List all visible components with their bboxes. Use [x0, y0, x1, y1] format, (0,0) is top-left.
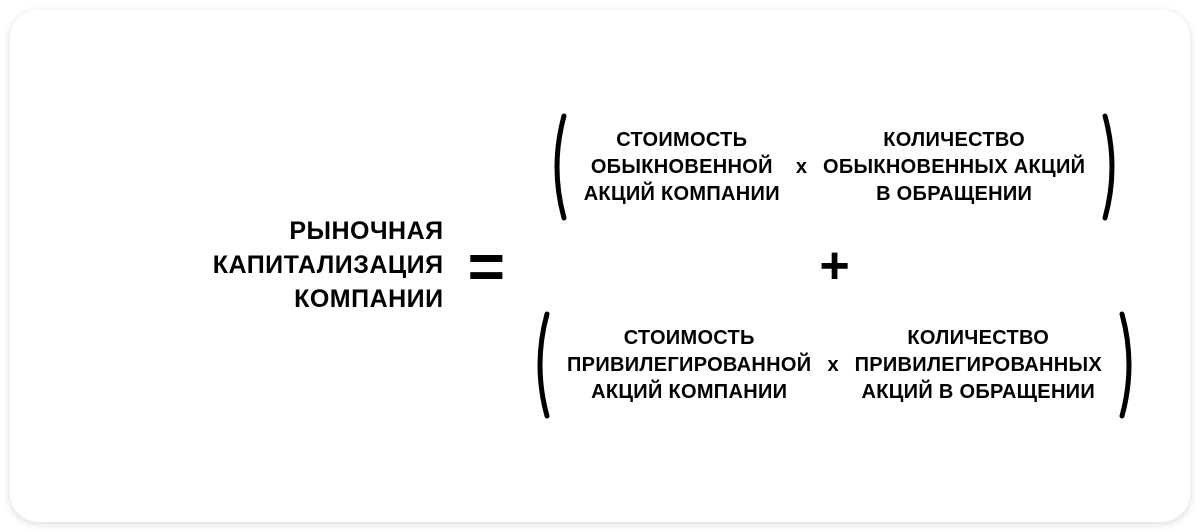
formula-card: РЫНОЧНАЯ КАПИТАЛИЗАЦИЯ КОМПАНИИ = СТОИМО… [10, 10, 1190, 522]
left-paren-icon [529, 310, 551, 420]
multiply-sign-1: x [796, 156, 807, 179]
equals-sign: = [468, 234, 505, 298]
term-common-count: КОЛИЧЕСТВО ОБЫКНОВЕННЫХ АКЦИЙ В ОБРАЩЕНИ… [823, 127, 1085, 208]
term-preferred-count: КОЛИЧЕСТВО ПРИВИЛЕГИРОВАННЫХ АКЦИЙ В ОБР… [855, 325, 1102, 406]
left-paren-icon [546, 112, 568, 222]
formula-container: РЫНОЧНАЯ КАПИТАЛИЗАЦИЯ КОМПАНИИ = СТОИМО… [60, 112, 1140, 420]
term-common-price: СТОИМОСТЬ ОБЫКНОВЕННОЙ АКЦИЙ КОМПАНИИ [584, 127, 780, 208]
plus-sign: + [819, 240, 849, 292]
group-common-shares: СТОИМОСТЬ ОБЫКНОВЕННОЙ АКЦИЙ КОМПАНИИ x … [546, 112, 1124, 222]
term-preferred-price: СТОИМОСТЬ ПРИВИЛЕГИРОВАННОЙ АКЦИЙ КОМПАН… [567, 325, 811, 406]
right-paren-icon [1118, 310, 1140, 420]
lhs-term: РЫНОЧНАЯ КАПИТАЛИЗАЦИЯ КОМПАНИИ [60, 215, 444, 316]
group-preferred-shares: СТОИМОСТЬ ПРИВИЛЕГИРОВАННОЙ АКЦИЙ КОМПАН… [529, 310, 1140, 420]
rhs-container: СТОИМОСТЬ ОБЫКНОВЕННОЙ АКЦИЙ КОМПАНИИ x … [529, 112, 1140, 420]
multiply-sign-2: x [827, 354, 838, 377]
right-paren-icon [1101, 112, 1123, 222]
